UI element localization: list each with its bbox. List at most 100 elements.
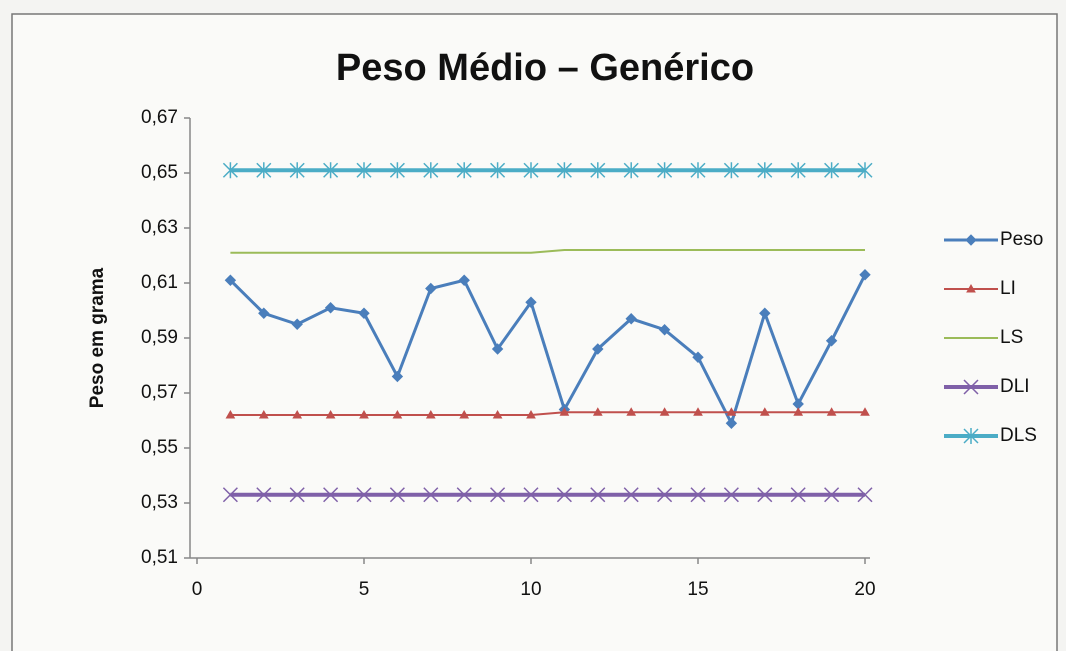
series-line bbox=[230, 411, 865, 416]
legend-label: LI bbox=[1000, 278, 1016, 299]
marker bbox=[623, 487, 639, 503]
marker bbox=[523, 162, 539, 179]
marker bbox=[526, 409, 536, 419]
marker bbox=[224, 274, 237, 286]
y-tick-label: 0,57 bbox=[141, 382, 178, 403]
marker bbox=[289, 162, 305, 179]
marker bbox=[556, 162, 572, 179]
y-tick-label: 0,63 bbox=[141, 217, 178, 238]
marker bbox=[291, 318, 303, 330]
y-tick-label: 0,59 bbox=[141, 327, 178, 348]
marker bbox=[225, 409, 236, 419]
marker bbox=[459, 409, 470, 419]
marker bbox=[590, 487, 606, 503]
marker bbox=[692, 351, 704, 363]
marker bbox=[523, 487, 539, 503]
marker bbox=[592, 343, 604, 355]
marker bbox=[824, 162, 840, 179]
marker bbox=[657, 162, 673, 179]
marker bbox=[657, 487, 673, 503]
marker bbox=[690, 162, 706, 179]
marker bbox=[725, 417, 738, 429]
marker bbox=[323, 487, 339, 503]
y-tick-label: 0,53 bbox=[141, 492, 178, 513]
marker bbox=[626, 407, 637, 416]
marker bbox=[359, 409, 369, 419]
marker bbox=[790, 162, 806, 179]
marker bbox=[423, 487, 439, 503]
y-tick-label: 0,55 bbox=[141, 437, 178, 458]
marker bbox=[790, 487, 806, 503]
marker bbox=[963, 428, 979, 444]
y-tick-label: 0,61 bbox=[141, 272, 178, 293]
x-tick-label: 5 bbox=[359, 579, 370, 600]
legend-label: DLI bbox=[1000, 376, 1030, 397]
marker bbox=[963, 379, 979, 395]
marker bbox=[256, 162, 272, 179]
marker bbox=[690, 487, 706, 503]
marker bbox=[325, 409, 336, 419]
marker bbox=[590, 162, 606, 179]
y-tick-label: 0,51 bbox=[141, 547, 178, 568]
legend-marker bbox=[963, 428, 979, 444]
marker bbox=[723, 162, 739, 179]
marker bbox=[490, 487, 506, 503]
marker bbox=[757, 162, 773, 179]
marker bbox=[965, 234, 977, 246]
marker bbox=[857, 487, 873, 503]
marker bbox=[759, 407, 770, 416]
marker bbox=[458, 274, 470, 286]
marker bbox=[693, 407, 703, 416]
marker bbox=[324, 302, 337, 314]
marker bbox=[859, 269, 871, 281]
marker bbox=[358, 307, 370, 319]
marker bbox=[759, 307, 771, 319]
marker bbox=[323, 162, 339, 179]
marker bbox=[389, 487, 405, 503]
marker bbox=[258, 307, 270, 319]
marker bbox=[222, 162, 238, 179]
x-tick-label: 10 bbox=[520, 579, 541, 600]
marker bbox=[391, 370, 404, 383]
marker bbox=[726, 407, 737, 416]
legend-label: Peso bbox=[1000, 229, 1043, 250]
legend-marker bbox=[965, 234, 977, 246]
marker bbox=[492, 409, 503, 419]
marker bbox=[292, 409, 303, 419]
marker bbox=[392, 409, 403, 419]
series-line bbox=[229, 274, 867, 428]
marker bbox=[456, 162, 472, 179]
marker bbox=[757, 487, 773, 503]
marker bbox=[966, 283, 976, 293]
marker bbox=[222, 487, 238, 503]
marker bbox=[825, 335, 838, 347]
marker bbox=[289, 487, 305, 503]
marker bbox=[826, 407, 837, 416]
marker bbox=[623, 162, 639, 179]
series-line bbox=[230, 249, 865, 254]
marker bbox=[659, 407, 670, 416]
marker bbox=[425, 282, 437, 295]
marker bbox=[658, 324, 671, 336]
marker bbox=[793, 407, 804, 416]
marker bbox=[559, 407, 570, 416]
chart-frame bbox=[11, 13, 1058, 651]
legend-marker bbox=[966, 283, 976, 293]
y-axis-label: Peso em grama bbox=[87, 267, 108, 408]
marker bbox=[356, 487, 372, 503]
marker bbox=[860, 407, 870, 416]
y-tick-label: 0,67 bbox=[141, 107, 178, 128]
marker bbox=[592, 407, 603, 416]
legend-label: LS bbox=[1000, 327, 1023, 348]
marker bbox=[824, 487, 840, 503]
x-tick-label: 15 bbox=[687, 579, 708, 600]
marker bbox=[456, 487, 472, 503]
legend-marker bbox=[963, 379, 979, 395]
marker bbox=[423, 162, 439, 179]
marker bbox=[356, 162, 372, 179]
marker bbox=[389, 162, 405, 179]
marker bbox=[723, 487, 739, 503]
marker bbox=[491, 343, 504, 355]
chart-title: Peso Médio – Genérico bbox=[336, 47, 754, 89]
